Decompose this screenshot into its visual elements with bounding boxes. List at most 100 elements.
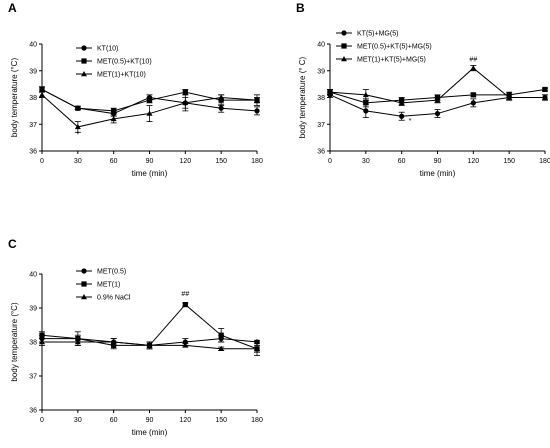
x-tick-label: 150 — [503, 158, 515, 165]
legend-label: MET(0.5)+KT(5)+MG(5) — [357, 44, 432, 51]
legend-marker — [81, 45, 87, 51]
data-point — [75, 105, 81, 111]
x-tick-label: 120 — [179, 158, 191, 165]
x-tick-label: 90 — [146, 417, 154, 424]
x-tick-label: 180 — [539, 158, 550, 165]
x-tick-label: 180 — [251, 417, 263, 424]
data-point — [254, 345, 260, 352]
legend-marker — [341, 43, 347, 49]
x-tick-label: 60 — [110, 417, 118, 424]
y-tick-label: 36 — [29, 408, 37, 415]
data-point — [399, 113, 405, 119]
y-tick-label: 36 — [317, 149, 325, 156]
data-point — [146, 97, 153, 103]
data-point — [363, 100, 369, 106]
data-point — [146, 110, 153, 116]
y-axis-label: body temperature (°C) — [10, 58, 19, 138]
data-point — [218, 345, 225, 352]
y-tick-label: 37 — [29, 374, 37, 381]
legend: KT(10) MET(0.5)+KT(10) MET(1)+KT(10) — [76, 45, 152, 79]
data-point — [542, 94, 548, 100]
y-axis-label: body temperature (° C) — [298, 56, 307, 138]
data-point — [470, 100, 476, 106]
significance-marker: ## — [181, 291, 189, 298]
legend-marker — [341, 56, 347, 62]
panel-label: A — [8, 1, 17, 15]
x-axis-label: time (min) — [132, 428, 168, 437]
y-tick-label: 40 — [29, 272, 37, 279]
legend-label: MET(1) — [97, 282, 120, 289]
legend-label: 0.9% NaCl — [97, 295, 131, 302]
data-point — [74, 123, 81, 130]
data-point — [327, 89, 333, 95]
panel-a: A 0 30 60 90 120 150 180 36 37 38 39 40 time (min) bod… — [8, 1, 263, 178]
y-tick-label: 39 — [29, 306, 37, 313]
data-point — [182, 89, 188, 95]
y-tick-label: 40 — [29, 42, 37, 49]
legend-marker — [81, 294, 87, 300]
y-tick-label: 39 — [29, 68, 37, 75]
data-point — [39, 91, 45, 98]
legend-label: MET(1)+KT(10) — [97, 72, 146, 79]
data-point — [110, 339, 117, 345]
y-tick-label: 38 — [29, 340, 37, 347]
x-tick-label: 150 — [215, 417, 227, 424]
data-point — [110, 115, 117, 122]
data-point — [218, 105, 224, 111]
x-tick-label: 30 — [362, 158, 370, 165]
data-point — [363, 108, 369, 114]
x-tick-label: 0 — [328, 158, 332, 165]
data-point — [542, 86, 548, 93]
data-point — [470, 92, 476, 98]
x-tick-label: 60 — [110, 158, 118, 165]
panel-b: B 0 30 60 90 120 150 180 36 37 38 39 40 time (min) bod… — [296, 1, 550, 178]
x-tick-label: 90 — [146, 158, 154, 165]
y-tick-label: 38 — [317, 95, 325, 102]
y-tick-label: 36 — [29, 149, 37, 156]
data-point — [254, 108, 260, 114]
x-tick-label: 150 — [215, 158, 227, 165]
x-tick-label: 30 — [74, 417, 82, 424]
x-tick-label: 180 — [251, 158, 263, 165]
data-point — [470, 65, 477, 71]
data-point — [111, 108, 117, 114]
data-point — [434, 110, 441, 117]
data-point — [218, 94, 225, 100]
x-tick-label: 60 — [398, 158, 406, 165]
data-point — [182, 99, 189, 106]
x-tick-label: 120 — [179, 417, 191, 424]
legend-label: MET(0.5)+KT(10) — [97, 59, 152, 66]
data-point — [506, 94, 513, 100]
legend-marker — [81, 71, 87, 77]
series-triangle — [327, 65, 548, 106]
panel-c: C 0 30 60 90 120 150 180 36 37 38 39 40 time (min) bod… — [8, 237, 263, 437]
series-square — [327, 86, 548, 108]
x-tick-label: 0 — [40, 417, 44, 424]
series-triangle — [39, 91, 260, 133]
data-point — [182, 339, 188, 345]
data-point — [39, 332, 45, 338]
legend-marker — [81, 58, 87, 64]
data-point — [146, 342, 153, 348]
data-point — [434, 97, 441, 103]
y-tick-label: 37 — [29, 122, 37, 129]
panel-label: B — [296, 1, 305, 15]
x-axis-label: time (min) — [132, 169, 168, 178]
y-tick-label: 37 — [317, 122, 325, 129]
y-axis-label: body temperature (°C) — [10, 302, 19, 382]
data-point — [362, 91, 369, 98]
significance-marker: * — [76, 131, 79, 138]
data-point — [218, 332, 224, 338]
series-triangle — [39, 338, 260, 353]
significance-marker: * — [409, 118, 412, 125]
y-tick-label: 38 — [29, 95, 37, 102]
data-point — [254, 97, 260, 103]
legend-label: MET(0.5) — [97, 269, 126, 276]
legend: MET(0.5) MET(1) 0.9% NaCl — [76, 268, 131, 302]
data-point — [39, 339, 45, 345]
x-tick-label: 90 — [434, 158, 442, 165]
data-point — [398, 99, 405, 106]
data-point — [182, 342, 189, 348]
